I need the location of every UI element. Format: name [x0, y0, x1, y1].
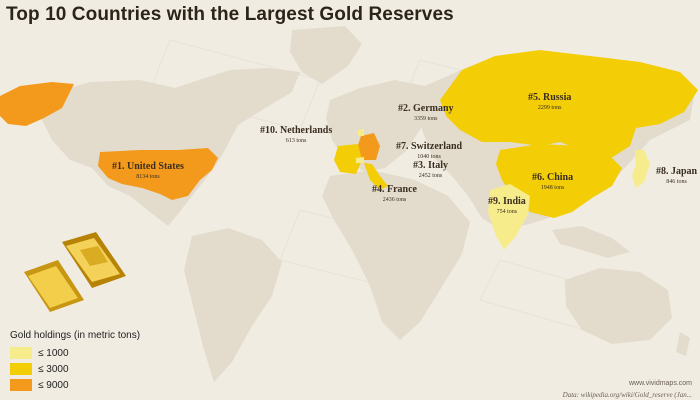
country-name: #10. Netherlands [260, 125, 333, 136]
land-australia [565, 268, 672, 344]
country-name: #8. Japan [656, 166, 698, 177]
country-name: #9. India [488, 196, 526, 207]
legend-swatch-low [10, 347, 32, 359]
country-japan-shape [632, 150, 650, 188]
country-label-usa: #1. United States 8134 tons [112, 157, 184, 180]
country-usa-shape [98, 148, 218, 200]
legend-item: ≤ 9000 [10, 377, 140, 393]
gold-bars-illustration [24, 232, 126, 312]
credit-text: www.vividmaps.com [628, 380, 692, 387]
country-name: #5. Russia [528, 92, 572, 103]
legend-label: ≤ 1000 [38, 347, 69, 359]
country-india-shape [488, 184, 530, 250]
legend-swatch-high [10, 379, 32, 391]
country-france-shape [334, 144, 362, 174]
legend-item: ≤ 1000 [10, 345, 140, 361]
country-tons: 613 tons [285, 137, 307, 144]
land-greenland [290, 26, 362, 84]
legend-swatch-mid [10, 363, 32, 375]
country-switzerland-shape [356, 157, 364, 163]
map-legend: Gold holdings (in metric tons) ≤ 1000 ≤ … [10, 330, 140, 393]
country-tons: 754 tons [496, 208, 518, 215]
source-text: Data: wikipedia.org/wiki/Gold_reserve (J… [562, 391, 692, 399]
country-name: #4. France [372, 184, 417, 195]
country-name: #6. China [532, 172, 574, 183]
country-tons: 1948 tons [540, 184, 565, 191]
page-title: Top 10 Countries with the Largest Gold R… [6, 4, 454, 25]
legend-label: ≤ 9000 [38, 379, 69, 391]
country-italy-shape [364, 163, 388, 190]
country-label-india: #9. India 754 tons [488, 192, 526, 215]
country-germany-shape [357, 133, 380, 160]
land-africa [322, 170, 470, 340]
country-tons: 2452 tons [418, 172, 443, 179]
country-tons: 846 tons [666, 178, 687, 185]
country-label-netherlands: #10. Netherlands 613 tons [260, 121, 332, 144]
country-tons: 8134 tons [136, 173, 160, 180]
country-name: #3. Italy [413, 160, 448, 171]
legend-title: Gold holdings (in metric tons) [10, 330, 141, 341]
country-label-switzerland: #7. Switzerland 1040 tons [396, 137, 462, 160]
country-name: #7. Switzerland [396, 141, 463, 152]
country-name: #2. Germany [398, 103, 454, 114]
land-north-america [40, 68, 300, 226]
country-russia-shape [440, 50, 698, 160]
country-tons: 2436 tons [382, 196, 407, 203]
land-southeast-asia [552, 226, 630, 258]
land-south-america [184, 228, 282, 382]
country-label-italy: #3. Italy 2452 tons [413, 156, 448, 179]
land-new-zealand [676, 332, 690, 356]
country-netherlands-shape [358, 129, 364, 136]
country-tons: 3359 tons [414, 115, 438, 122]
country-label-russia: #5. Russia 2299 tons [528, 88, 571, 111]
country-alaska-shape [0, 82, 74, 126]
country-label-france: #4. France 2436 tons [372, 180, 417, 203]
country-label-germany: #2. Germany 3359 tons [398, 99, 454, 122]
country-name: #1. United States [112, 161, 184, 172]
country-tons: 2299 tons [537, 104, 562, 111]
country-label-china: #6. China 1948 tons [532, 168, 573, 191]
country-tons: 1040 tons [417, 153, 441, 160]
legend-label: ≤ 3000 [38, 363, 69, 375]
country-label-japan: #8. Japan 846 tons [656, 162, 697, 185]
legend-item: ≤ 3000 [10, 361, 140, 377]
